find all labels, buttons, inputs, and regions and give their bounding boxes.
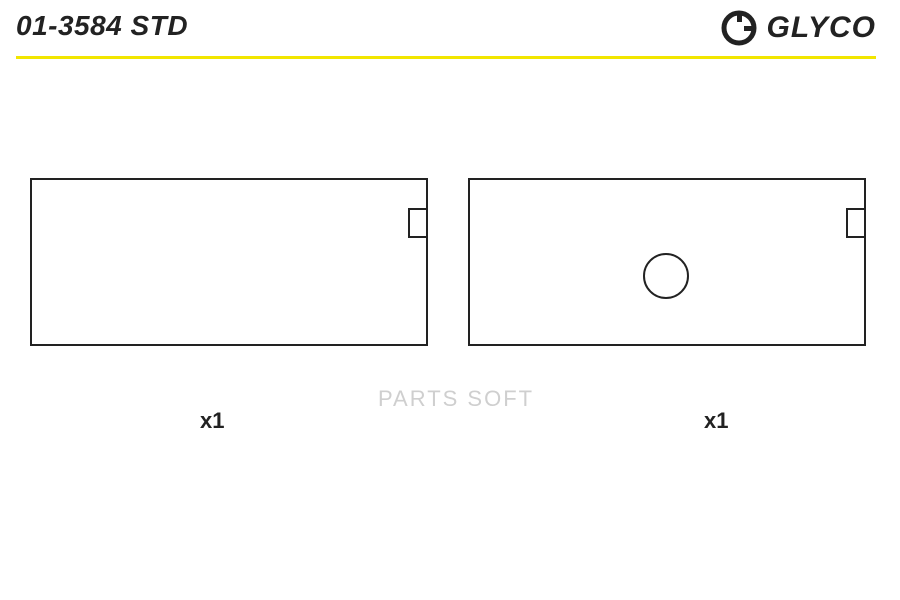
watermark: PARTS SOFT — [378, 386, 534, 412]
bearing-shell-right — [468, 178, 866, 346]
quantity-label-left: x1 — [200, 408, 224, 434]
locating-notch-icon — [408, 208, 428, 238]
header-separator — [16, 56, 876, 59]
brand-name: GLYCO — [767, 11, 876, 45]
quantity-label-right: x1 — [704, 408, 728, 434]
bearing-shell-left — [30, 178, 428, 346]
locating-notch-icon — [846, 208, 866, 238]
oil-hole-icon — [643, 253, 689, 299]
diagram-canvas: x1 x1 PARTS SOFT — [0, 60, 900, 600]
brand: GLYCO — [721, 10, 876, 46]
header: 01-3584 STD GLYCO — [0, 0, 900, 56]
brand-logo-icon — [721, 10, 757, 46]
part-number: 01-3584 STD — [16, 10, 188, 42]
